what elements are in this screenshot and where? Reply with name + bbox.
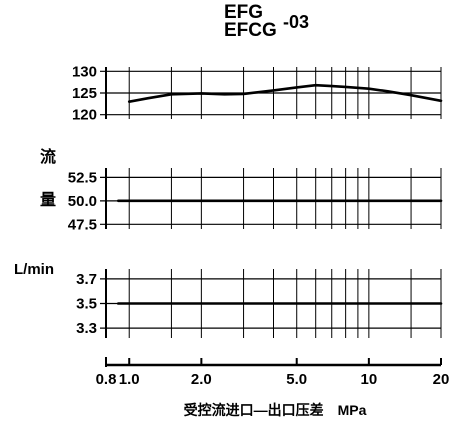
y-tick-label: 3.5 bbox=[76, 296, 97, 313]
y-tick-label: 47.5 bbox=[68, 216, 97, 233]
flow-label-char1: 流 bbox=[40, 147, 56, 166]
title-suffix: -03 bbox=[283, 12, 310, 32]
unit-label: L/min bbox=[14, 261, 54, 278]
x-tick-label: 5.0 bbox=[286, 371, 307, 388]
title-line1: EFG bbox=[224, 2, 264, 23]
y-tick-label: 3.3 bbox=[76, 320, 97, 337]
series-line bbox=[127, 83, 443, 103]
x-tick-label: 1.0 bbox=[119, 371, 140, 388]
x-axis-label: 受控流进口—出口压差 MPa bbox=[184, 402, 367, 418]
y-tick-label: 120 bbox=[72, 107, 97, 124]
x-tick-label: 2.0 bbox=[191, 371, 212, 388]
panel-2: 47.5 50.0 52.5 bbox=[68, 168, 443, 233]
x-tick-label: 0.8 bbox=[96, 371, 117, 388]
y-tick-label: 50.0 bbox=[68, 193, 97, 210]
panel-3: 3.3 3.5 3.7 bbox=[76, 269, 443, 338]
y-tick-label: 130 bbox=[72, 63, 97, 80]
flow-label-char2: 量 bbox=[40, 191, 56, 209]
y-tick-label: 3.7 bbox=[76, 271, 97, 288]
x-tick-label: 20 bbox=[433, 371, 450, 388]
x-tick-label: 10 bbox=[361, 371, 378, 388]
panel-1: 120 125 130 bbox=[72, 63, 443, 124]
y-tick-label: 52.5 bbox=[68, 169, 97, 186]
title-line2: EFCG bbox=[224, 20, 277, 41]
y-tick-label: 125 bbox=[72, 85, 97, 102]
